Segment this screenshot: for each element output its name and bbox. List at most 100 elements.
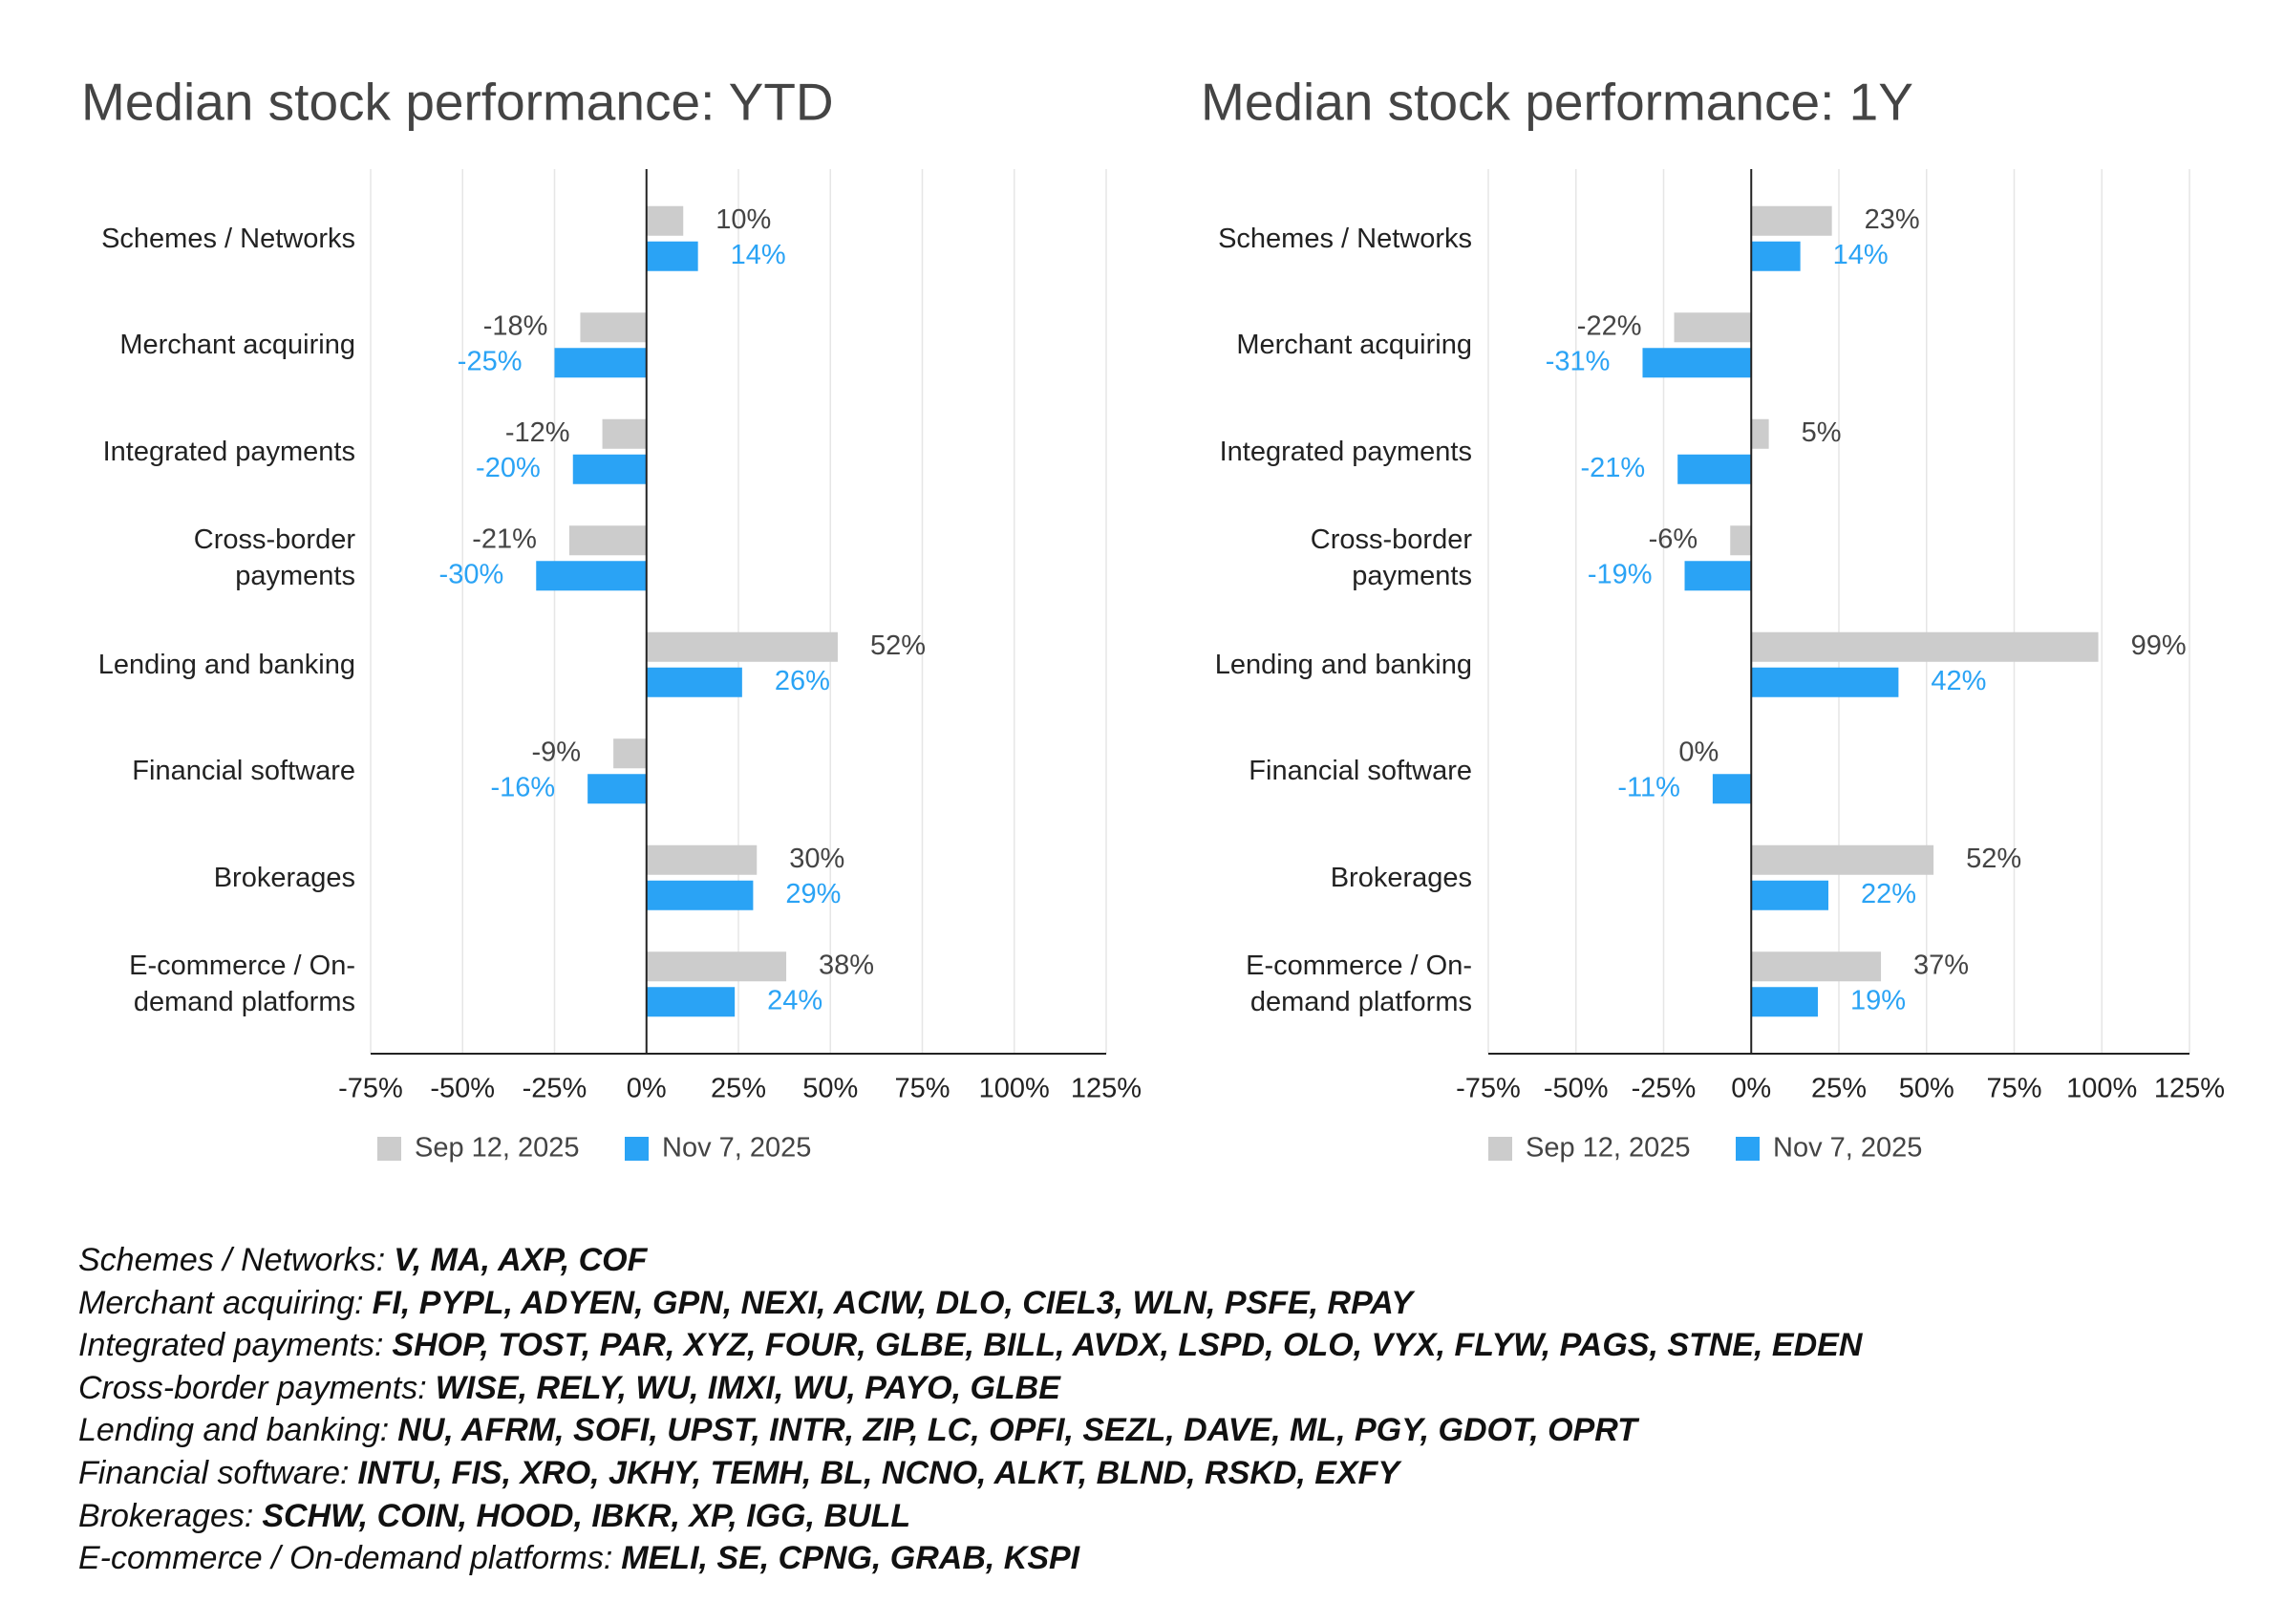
category-label: E-commerce / On-demand platforms (1246, 951, 1472, 1018)
bar (1751, 951, 1882, 982)
note-line: Financial software: INTU, FIS, XRO, JKHY,… (78, 1455, 1399, 1492)
legend-swatch (377, 1137, 401, 1161)
value-label: -19% (1588, 559, 1653, 589)
category-label: Lending and banking (97, 649, 355, 680)
value-label: 29% (785, 879, 841, 909)
value-label: -25% (458, 346, 523, 376)
bar (646, 880, 754, 910)
note-tickers: WISE, RELY, WU, IMXI, WU, PAYO, GLBE (435, 1369, 1060, 1406)
note-tickers: NU, AFRM, SOFI, UPST, INTR, ZIP, LC, OPF… (397, 1412, 1637, 1449)
value-label: -11% (1617, 772, 1680, 802)
value-label: 24% (767, 985, 822, 1015)
bar (646, 667, 742, 697)
bar (602, 418, 647, 449)
bar (1751, 880, 1828, 910)
chart-title: Median stock performance: YTD (81, 73, 834, 132)
category-label: Financial software (1249, 756, 1472, 787)
bar (1751, 844, 1934, 875)
x-tick-label: 75% (1986, 1074, 2041, 1104)
bar (1751, 667, 1899, 697)
x-tick-label: 25% (1811, 1074, 1867, 1104)
x-tick-label: 0% (627, 1074, 667, 1104)
bar (1712, 774, 1752, 804)
note-group: Financial software: (78, 1455, 350, 1491)
value-label: -9% (532, 737, 582, 767)
legend-swatch (625, 1137, 649, 1161)
note-line: Integrated payments: SHOP, TOST, PAR, XYZ… (78, 1327, 1862, 1364)
note-line: Schemes / Networks: V, MA, AXP, COF (78, 1242, 647, 1279)
note-line: Cross-border payments: WISE, RELY, WU, IM… (78, 1370, 1060, 1407)
x-tick-label: -50% (1544, 1074, 1609, 1104)
bar (1677, 454, 1752, 484)
note-group: Cross-border payments: (78, 1369, 427, 1406)
x-tick-label: -25% (523, 1074, 587, 1104)
legend-label: Nov 7, 2025 (662, 1133, 811, 1164)
value-label: 22% (1861, 879, 1916, 909)
category-label: E-commerce / On-demand platforms (129, 951, 355, 1018)
value-label: 14% (1833, 240, 1889, 270)
note-tickers: SCHW, COIN, HOOD, IBKR, XP, IGG, BULL (262, 1497, 911, 1534)
bar (1751, 987, 1818, 1017)
value-label: 99% (2131, 630, 2187, 661)
x-tick-label: 50% (802, 1074, 858, 1104)
bar (646, 631, 838, 662)
note-group: Schemes / Networks: (78, 1242, 386, 1278)
chart-title: Median stock performance: 1Y (1201, 73, 1913, 132)
value-label: 0% (1678, 737, 1719, 767)
x-tick-label: -50% (430, 1074, 495, 1104)
value-label: 5% (1802, 417, 1842, 448)
value-label: -6% (1649, 524, 1698, 554)
value-label: -12% (505, 417, 570, 448)
category-label: Financial software (132, 756, 355, 787)
note-line: E-commerce / On-demand platforms: MELI, S… (78, 1540, 1079, 1577)
category-label: Merchant acquiring (119, 330, 355, 361)
bar (1751, 418, 1769, 449)
note-group: Merchant acquiring: (78, 1284, 364, 1321)
category-label: Schemes / Networks (1218, 223, 1472, 254)
category-label: Integrated payments (102, 436, 355, 467)
value-label: 37% (1913, 950, 1969, 980)
value-label: 38% (819, 950, 874, 980)
note-line: Lending and banking: NU, AFRM, SOFI, UPST… (78, 1412, 1637, 1449)
value-label: -22% (1577, 310, 1642, 341)
value-label: -20% (476, 453, 541, 483)
note-tickers: FI, PYPL, ADYEN, GPN, NEXI, ACIW, DLO, C… (372, 1284, 1413, 1321)
value-label: 19% (1850, 985, 1906, 1015)
note-tickers: INTU, FIS, XRO, JKHY, TEMH, BL, NCNO, AL… (357, 1455, 1400, 1491)
note-line: Merchant acquiring: FI, PYPL, ADYEN, GPN,… (78, 1285, 1413, 1322)
category-label: Integrated payments (1219, 436, 1472, 467)
value-label: -31% (1546, 346, 1611, 376)
x-tick-label: 125% (2154, 1074, 2225, 1104)
legend-swatch (1736, 1137, 1760, 1161)
bar (646, 987, 736, 1017)
note-group: Brokerages: (78, 1497, 254, 1534)
value-label: 26% (775, 666, 830, 696)
note-group: Integrated payments: (78, 1327, 384, 1364)
value-label: -18% (483, 310, 548, 341)
bar (1674, 312, 1752, 343)
legend-label: Nov 7, 2025 (1773, 1133, 1922, 1164)
bar (572, 454, 647, 484)
bar (646, 844, 758, 875)
bar (1751, 631, 2099, 662)
category-label: Brokerages (1330, 862, 1472, 893)
value-label: 30% (789, 844, 844, 874)
bar (568, 525, 647, 556)
bar (587, 774, 647, 804)
note-group: E-commerce / On-demand platforms: (78, 1540, 613, 1577)
category-label: Brokerages (213, 862, 355, 893)
x-tick-label: 50% (1899, 1074, 1954, 1104)
value-label: 14% (731, 240, 786, 270)
value-label: 23% (1865, 204, 1920, 235)
category-label: Schemes / Networks (101, 223, 355, 254)
x-tick-label: -75% (1456, 1074, 1521, 1104)
x-tick-label: 100% (2066, 1074, 2137, 1104)
note-tickers: V, MA, AXP, COF (394, 1242, 648, 1278)
x-tick-label: 125% (1071, 1074, 1142, 1104)
note-line: Brokerages: SCHW, COIN, HOOD, IBKR, XP, I… (78, 1498, 910, 1535)
bar (1751, 241, 1801, 271)
category-label: Lending and banking (1214, 649, 1472, 680)
x-tick-label: -25% (1632, 1074, 1697, 1104)
note-tickers: SHOP, TOST, PAR, XYZ, FOUR, GLBE, BILL, … (392, 1327, 1863, 1364)
